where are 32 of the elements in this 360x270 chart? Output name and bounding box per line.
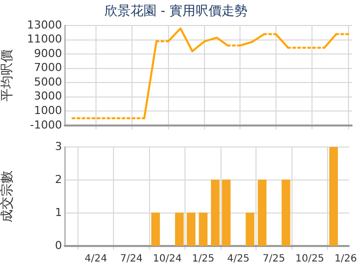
x-tick-label: 1/25	[192, 254, 214, 265]
bar	[210, 180, 220, 246]
y-tick-label: 3	[55, 140, 62, 153]
y-tick-label: 3000	[34, 90, 62, 103]
y-tick-label: 11000	[27, 32, 62, 46]
x-tick-label: 10/24	[152, 254, 182, 265]
bar	[246, 212, 254, 246]
y-axis-title: 平均呎價	[0, 50, 16, 102]
bar	[175, 212, 184, 246]
y-tick-label: 5000	[34, 75, 62, 88]
bar	[222, 180, 231, 246]
y-tick-label: 13000	[27, 18, 62, 32]
x-tick-label: 7/24	[120, 254, 143, 265]
chart-title: 欣景花園 - 實用呎價走勢	[104, 4, 248, 20]
y-axis-title: 成交宗數	[0, 170, 16, 222]
y-tick-label: 1	[55, 206, 62, 219]
x-tick-label: 4/24	[84, 254, 108, 265]
bar	[198, 212, 208, 246]
x-tick-label: 10/25	[295, 254, 324, 265]
x-tick-label: 1/26	[334, 254, 357, 265]
bar	[186, 212, 196, 246]
y-tick-label: 1000	[34, 104, 62, 117]
y-tick-label: -1000	[30, 118, 62, 132]
y-tick-label: 0	[55, 238, 62, 252]
bar	[282, 180, 290, 246]
y-tick-label: 9000	[34, 46, 62, 60]
y-tick-label: 2	[55, 172, 62, 186]
y-tick-label: 7000	[34, 61, 62, 74]
x-tick-label: 4/25	[227, 254, 250, 265]
bar	[258, 180, 266, 246]
bar	[151, 212, 160, 246]
x-tick-label: 7/25	[262, 254, 286, 265]
